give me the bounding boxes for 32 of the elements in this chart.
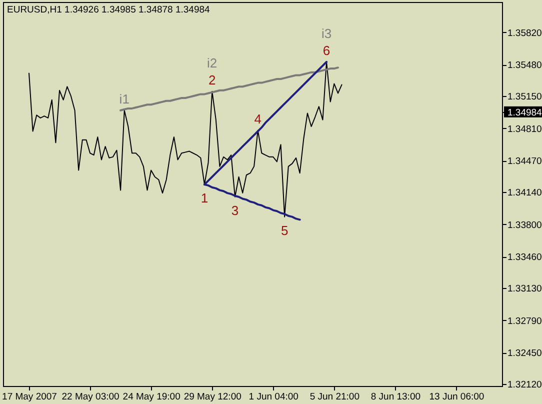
line-series bbox=[120, 66, 339, 112]
annotation: 3 bbox=[231, 202, 239, 218]
y-tick-label: 1.32790 bbox=[508, 316, 542, 327]
y-tick-label: 1.34810 bbox=[508, 124, 542, 135]
x-tick-label: 17 May 2007 bbox=[2, 392, 57, 402]
x-tick-label: 8 Jun 13:00 bbox=[370, 392, 421, 402]
x-tick-label: 29 May 12:00 bbox=[184, 392, 242, 402]
annotation: i3 bbox=[321, 26, 332, 41]
x-tick-label: 1 Jun 04:00 bbox=[248, 392, 298, 402]
x-tick-label: 22 May 03:00 bbox=[62, 392, 120, 402]
x-tick-label: 5 Jun 21:00 bbox=[310, 392, 360, 402]
annotation: i1 bbox=[119, 91, 130, 106]
y-tick-label: 1.34470 bbox=[508, 156, 542, 168]
annotation: 4 bbox=[254, 111, 262, 126]
annotation: 5 bbox=[280, 222, 288, 238]
y-tick-label: 1.32450 bbox=[508, 348, 542, 360]
annotation: 6 bbox=[322, 42, 330, 58]
y-tick-label: 1.35820 bbox=[508, 28, 542, 39]
y-tick-label: 1.35480 bbox=[508, 60, 542, 72]
x-tick-label: 24 May 19:00 bbox=[122, 392, 180, 402]
y-tick-label: 1.33130 bbox=[508, 284, 542, 295]
y-tick-label: 1.33460 bbox=[508, 252, 542, 264]
y-tick-label: 1.35150 bbox=[508, 92, 542, 103]
x-tick-label: 13 Jun 06:00 bbox=[429, 392, 484, 402]
annotation: 2 bbox=[208, 72, 216, 88]
y-tick-label: 1.33800 bbox=[508, 220, 542, 231]
y-tick-label: 1.32120 bbox=[508, 380, 542, 391]
annotation: i2 bbox=[207, 55, 218, 70]
y-tick-label: 1.34140 bbox=[508, 188, 542, 199]
annotation: 1 bbox=[200, 190, 208, 206]
chart-title: EURUSD,H1 1.34926 1.34985 1.34878 1.34984 bbox=[7, 4, 210, 16]
y-tick-label: 1.34984 bbox=[508, 107, 542, 118]
